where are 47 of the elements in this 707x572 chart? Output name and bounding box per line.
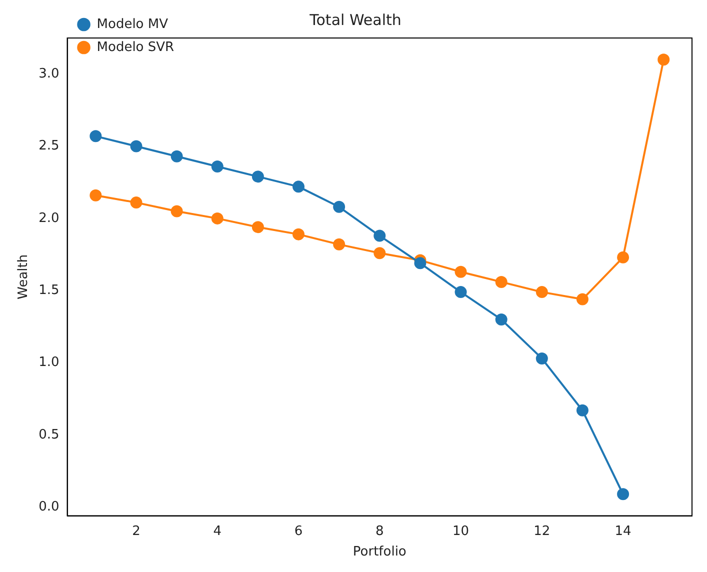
y-tick-label: 0.0 (38, 500, 60, 515)
point (333, 200, 346, 213)
point (374, 230, 386, 242)
chart-title: Total Wealth (308, 10, 402, 29)
point (454, 266, 467, 278)
point (90, 189, 102, 202)
point (576, 404, 588, 416)
x-tick-label: 10 (452, 524, 470, 539)
point (495, 276, 508, 288)
y-tick-label: 1.5 (38, 282, 60, 298)
point (658, 54, 670, 66)
y-axis-title: Wealth (16, 254, 32, 300)
point (617, 488, 630, 500)
point (130, 140, 142, 152)
y-tick-label: 2.5 (38, 138, 60, 154)
point (211, 212, 224, 224)
point (576, 293, 588, 306)
point (252, 170, 264, 183)
y-tick-label: 2.0 (38, 210, 60, 226)
point (454, 286, 467, 298)
point (374, 247, 386, 260)
point (414, 257, 426, 270)
y-tick-label: 0.5 (38, 427, 60, 442)
point (536, 286, 548, 298)
x-axis-title: Portfolio (352, 544, 406, 560)
x-tick-label: 14 (614, 524, 632, 539)
point (495, 313, 508, 326)
y-tick-label: 3.0 (38, 66, 60, 82)
x-tick-label: 12 (534, 524, 550, 539)
point (211, 160, 224, 172)
point (292, 180, 305, 193)
point (292, 228, 305, 240)
point (617, 251, 630, 264)
y-tick-label: 1.0 (38, 355, 60, 370)
x-tick-label: 4 (213, 524, 222, 539)
point (130, 196, 142, 209)
x-tick-label: 2 (132, 524, 140, 539)
point (170, 205, 183, 218)
point (333, 238, 346, 250)
point (90, 130, 102, 142)
point (170, 150, 183, 162)
legend-label: Modelo MV (96, 16, 168, 32)
x-tick-label: 8 (375, 524, 384, 539)
x-tick-label: 6 (294, 524, 303, 539)
legend-label: Modelo SVR (96, 40, 174, 55)
point (252, 221, 264, 234)
point (536, 352, 548, 364)
